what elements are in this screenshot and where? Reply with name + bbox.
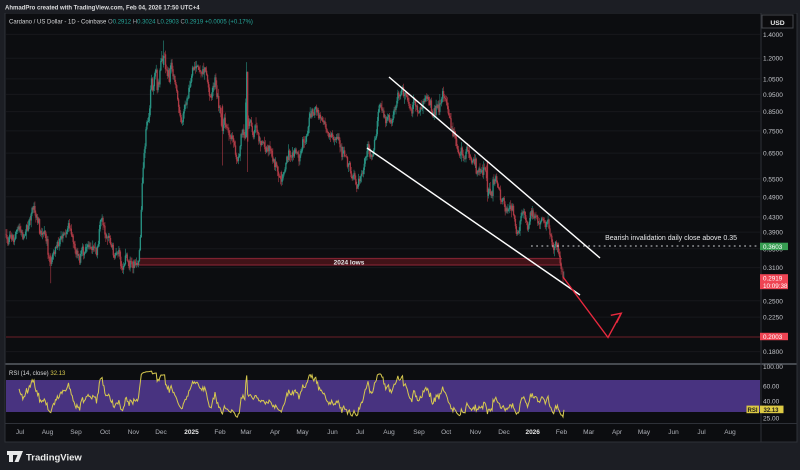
svg-text:Mar: Mar: [583, 429, 595, 436]
svg-text:0.8500: 0.8500: [763, 109, 783, 116]
svg-text:1.0500: 1.0500: [763, 76, 783, 83]
svg-text:RSI (14, close) 32.13: RSI (14, close) 32.13: [9, 371, 66, 377]
svg-text:0.4300: 0.4300: [763, 215, 783, 222]
svg-text:Mar: Mar: [240, 429, 252, 436]
svg-text:0.5500: 0.5500: [763, 176, 783, 183]
svg-text:Aug: Aug: [724, 429, 736, 436]
svg-text:Feb: Feb: [556, 429, 568, 436]
svg-text:Feb: Feb: [214, 429, 226, 436]
svg-text:Jun: Jun: [668, 429, 679, 436]
svg-text:Dec: Dec: [498, 429, 510, 436]
svg-text:0.4900: 0.4900: [763, 194, 783, 201]
svg-text:Bearish invalidation daily clo: Bearish invalidation daily close above 0…: [605, 235, 737, 242]
svg-text:25.00: 25.00: [763, 416, 780, 423]
svg-text:USD: USD: [770, 20, 784, 27]
svg-text:Jul: Jul: [16, 429, 25, 436]
svg-text:0.3100: 0.3100: [763, 265, 783, 272]
svg-text:May: May: [638, 429, 651, 436]
svg-text:1.4000: 1.4000: [763, 32, 783, 39]
svg-text:Apr: Apr: [612, 429, 623, 436]
svg-text:Apr: Apr: [270, 429, 281, 436]
svg-text:0.1800: 0.1800: [763, 349, 783, 356]
svg-text:Jul: Jul: [356, 429, 365, 436]
svg-text:Oct: Oct: [100, 429, 110, 436]
svg-text:Cardano / US Dollar - 1D - Coi: Cardano / US Dollar - 1D - Coinbase O0.2…: [9, 20, 253, 26]
svg-text:0.2500: 0.2500: [763, 298, 783, 305]
svg-text:100.00: 100.00: [763, 364, 783, 371]
svg-text:Oct: Oct: [441, 429, 451, 436]
svg-text:Nov: Nov: [470, 429, 482, 436]
svg-text:0.3603: 0.3603: [763, 244, 783, 251]
svg-text:May: May: [296, 429, 309, 436]
svg-text:Dec: Dec: [155, 429, 167, 436]
svg-text:0.3900: 0.3900: [763, 230, 783, 237]
svg-text:2025: 2025: [184, 429, 199, 436]
svg-text:10:09:38: 10:09:38: [763, 283, 788, 290]
svg-text:2026: 2026: [525, 429, 540, 436]
svg-text:AhmadPro created with TradingV: AhmadPro created with TradingView.com, F…: [5, 6, 200, 12]
svg-text:0.7500: 0.7500: [763, 128, 783, 135]
svg-text:0.6500: 0.6500: [763, 151, 783, 158]
svg-text:Aug: Aug: [42, 429, 54, 436]
svg-text:0.2250: 0.2250: [763, 315, 783, 322]
svg-text:60.00: 60.00: [763, 384, 780, 391]
svg-text:2024 lows: 2024 lows: [334, 259, 365, 266]
svg-text:0.2003: 0.2003: [763, 334, 783, 341]
svg-text:Sep: Sep: [413, 429, 425, 436]
svg-text:RSI: RSI: [748, 408, 758, 414]
svg-text:32.13: 32.13: [764, 408, 780, 414]
svg-text:1.2000: 1.2000: [763, 56, 783, 63]
svg-text:0.9500: 0.9500: [763, 92, 783, 99]
svg-text:Jun: Jun: [327, 429, 338, 436]
svg-text:Nov: Nov: [128, 429, 140, 436]
svg-text:TradingView: TradingView: [26, 453, 82, 464]
svg-text:0.2919: 0.2919: [763, 275, 783, 282]
svg-text:40.00: 40.00: [763, 399, 780, 406]
svg-text:Aug: Aug: [383, 429, 395, 436]
svg-text:Sep: Sep: [70, 429, 82, 436]
svg-text:Jul: Jul: [697, 429, 706, 436]
